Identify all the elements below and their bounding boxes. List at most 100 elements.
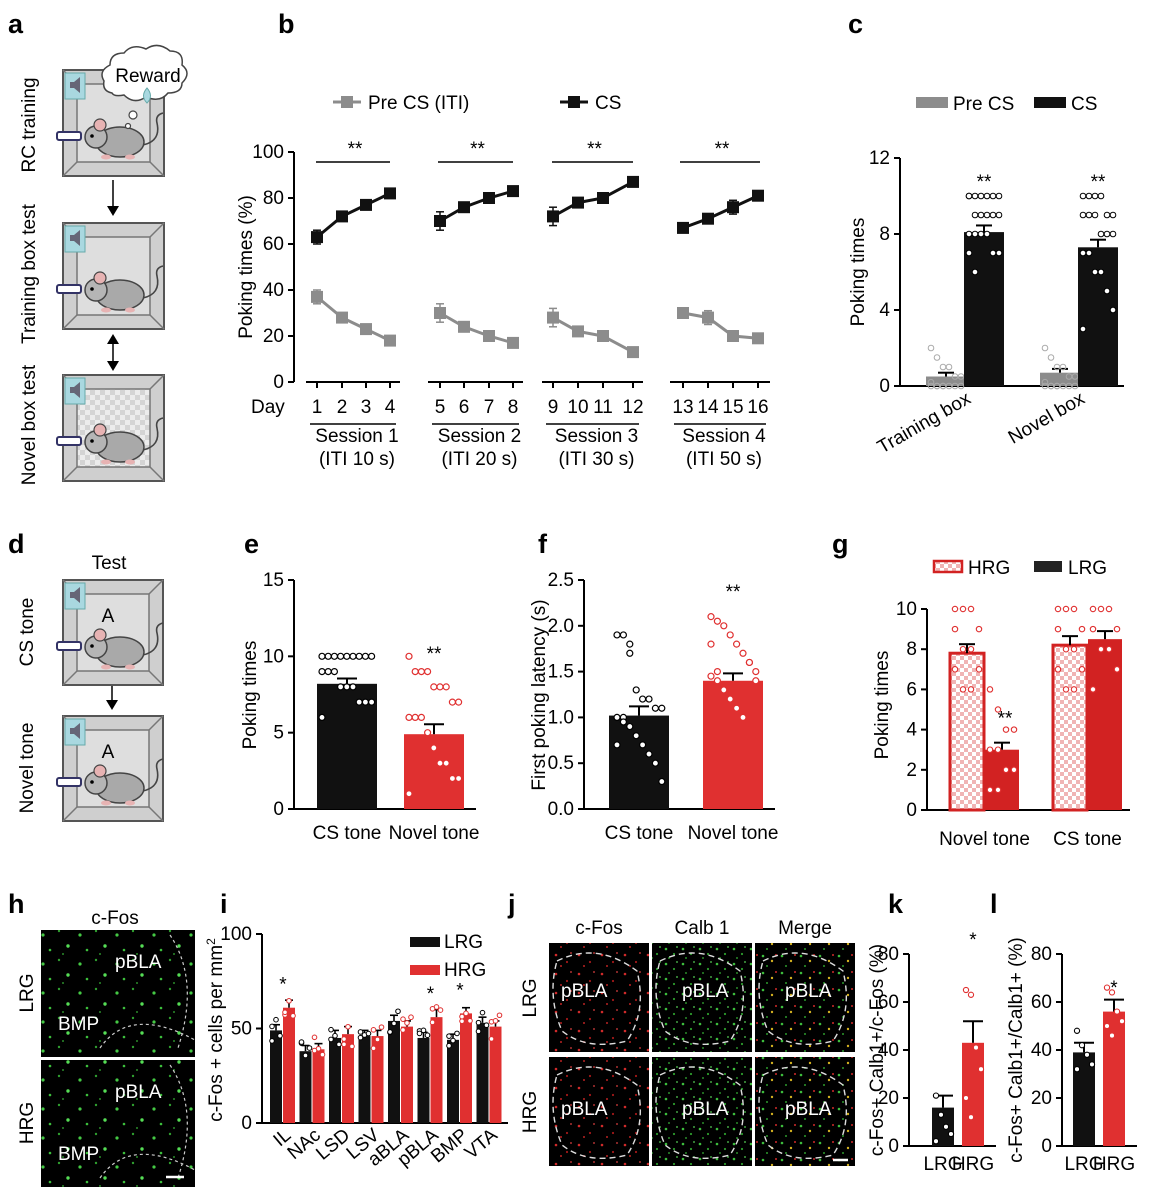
data-dot xyxy=(1079,211,1087,219)
data-dot xyxy=(626,640,634,648)
data-point xyxy=(752,332,764,345)
data-point xyxy=(336,311,348,324)
x-tick-label: 1 xyxy=(312,397,323,418)
x-tick-label: 16 xyxy=(747,397,768,418)
data-dot xyxy=(995,211,1003,219)
data-dot xyxy=(273,1016,279,1023)
data-point xyxy=(434,215,446,227)
y-tick-label: 40 xyxy=(878,1040,899,1061)
data-dot xyxy=(424,667,432,676)
data-dot xyxy=(368,652,376,660)
data-dot xyxy=(713,677,722,685)
arrow-head-icon xyxy=(107,334,119,344)
data-dot xyxy=(448,698,456,706)
data-dot xyxy=(361,652,369,660)
data-dot xyxy=(405,790,413,798)
channel-label: Merge xyxy=(778,918,832,939)
data-dot xyxy=(1053,382,1061,390)
data-point xyxy=(311,290,323,303)
bar-HRG xyxy=(1103,1011,1125,1146)
legend-label: LRG xyxy=(444,932,483,953)
x-tick-label: 10 xyxy=(567,397,588,418)
nose-poke-port xyxy=(56,641,82,651)
data-dot xyxy=(429,1005,436,1012)
arrow-head-icon xyxy=(106,700,118,710)
y-tick-label: 4 xyxy=(879,300,890,321)
legend-label: Pre CS xyxy=(953,94,1014,115)
data-dot xyxy=(355,652,363,660)
mouse-eye xyxy=(90,644,94,648)
speaker-icon xyxy=(70,77,80,93)
legend-swatch xyxy=(410,937,440,947)
data-dot xyxy=(983,230,991,238)
session-iti-label: (ITI 20 s) xyxy=(441,449,517,470)
data-dot xyxy=(1085,249,1093,257)
data-point xyxy=(597,192,609,204)
data-dot xyxy=(455,774,463,783)
data-dot xyxy=(378,1024,385,1030)
data-dot xyxy=(1103,287,1111,295)
data-dot xyxy=(1059,363,1067,371)
region-boundary xyxy=(552,952,642,1046)
legend-swatch-LRG xyxy=(1034,561,1062,572)
mouse xyxy=(84,758,164,806)
data-dot xyxy=(349,652,357,660)
data-point xyxy=(507,336,519,349)
y-tick-label: 0 xyxy=(1041,1136,1052,1157)
nose-poke-port xyxy=(56,436,82,446)
significance-marker: * xyxy=(279,975,287,996)
data-dot xyxy=(420,1027,427,1034)
panel-b-legend: Pre CS (ITI) CS xyxy=(333,93,621,114)
y-tick-label: 5 xyxy=(273,723,284,744)
data-dot xyxy=(1109,230,1117,238)
data-dot xyxy=(459,1018,465,1024)
channel-label: Calb 1 xyxy=(675,918,730,939)
data-dot xyxy=(1097,268,1105,276)
data-dot xyxy=(632,732,640,740)
data-dot xyxy=(983,192,991,200)
data-point xyxy=(311,231,323,244)
data-dot xyxy=(355,698,363,706)
row-label: HRG xyxy=(17,1102,38,1144)
session-iti-label: (ITI 10 s) xyxy=(319,449,395,470)
data-dot xyxy=(975,666,983,673)
y-tick-label: 80 xyxy=(878,944,899,965)
data-dot xyxy=(971,230,979,238)
data-dot xyxy=(613,741,621,749)
mouse-paw xyxy=(125,664,135,670)
data-dot xyxy=(277,1032,283,1039)
data-dot xyxy=(1088,1061,1096,1068)
data-point xyxy=(458,320,470,333)
data-dot xyxy=(989,211,997,219)
session-label: Session 1 xyxy=(315,426,398,447)
mouse-paw xyxy=(125,800,135,806)
significance-marker: ** xyxy=(470,139,485,160)
panel-letter-l: l xyxy=(990,889,998,919)
data-dot xyxy=(1010,726,1018,733)
data-point xyxy=(360,323,372,336)
panel-letter-d: d xyxy=(8,529,25,559)
y-tick-label: 0 xyxy=(906,800,917,821)
y-tick-label: 12 xyxy=(869,148,890,169)
region-label-pBLA: pBLA xyxy=(561,981,608,1002)
box-edge xyxy=(149,222,165,238)
data-dot xyxy=(613,631,621,639)
data-dot xyxy=(328,1036,334,1043)
data-dot xyxy=(496,1012,503,1019)
x-tick-label: 13 xyxy=(672,397,693,418)
panel-letter-e: e xyxy=(244,529,259,559)
panel-c-legend: Pre CS CS xyxy=(916,94,1097,115)
y-tick-label: 4 xyxy=(906,720,917,741)
data-dot xyxy=(459,1013,465,1020)
panel-h-micrographs: c-Fos pBLA BMP LRG pBLA BMP HRG xyxy=(17,908,196,1187)
y-tick-label: 80 xyxy=(263,188,284,209)
significance-marker: ** xyxy=(998,709,1013,730)
y-tick-label: 50 xyxy=(231,1019,252,1040)
arrow-head-icon xyxy=(107,361,119,371)
data-dot xyxy=(983,211,991,219)
box-edge xyxy=(148,715,164,731)
series-line-CS xyxy=(682,194,759,230)
data-dot xyxy=(1103,984,1111,991)
data-dot xyxy=(286,998,292,1004)
